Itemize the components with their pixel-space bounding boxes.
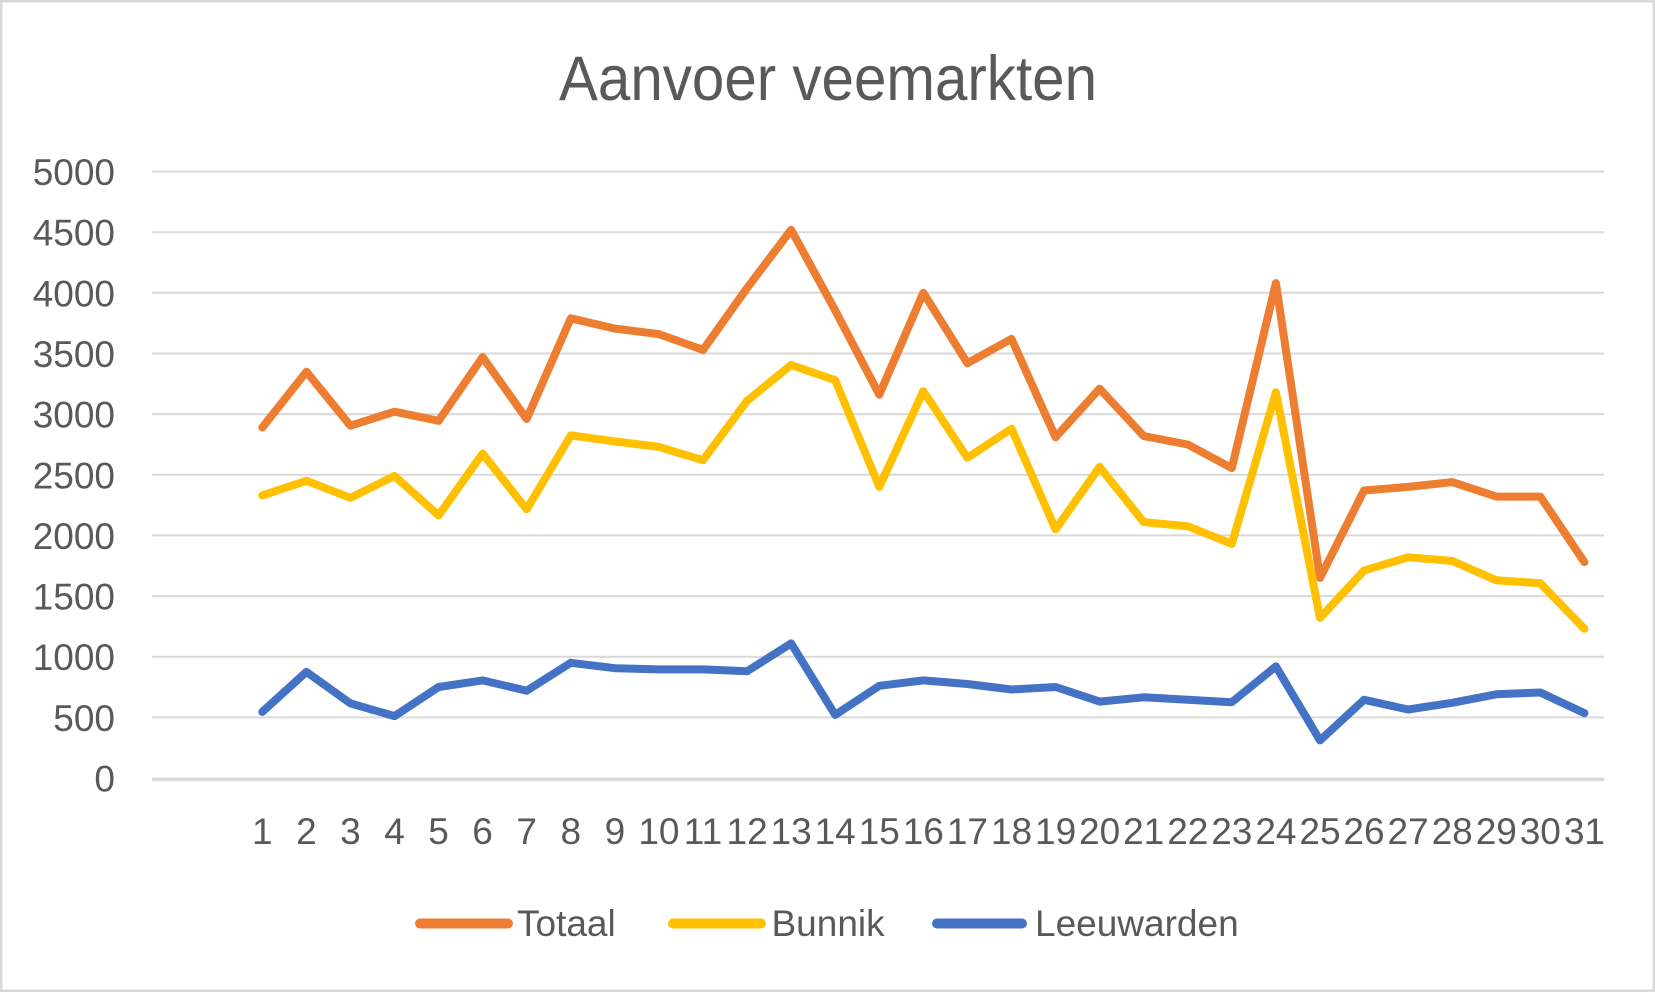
svg-text:8: 8 bbox=[561, 811, 582, 852]
svg-text:30: 30 bbox=[1520, 811, 1561, 852]
svg-text:4500: 4500 bbox=[33, 213, 115, 254]
svg-text:2: 2 bbox=[296, 811, 317, 852]
svg-text:20: 20 bbox=[1079, 811, 1120, 852]
svg-text:4000: 4000 bbox=[33, 273, 115, 314]
svg-text:16: 16 bbox=[903, 811, 944, 852]
svg-text:5000: 5000 bbox=[33, 152, 115, 193]
svg-text:31: 31 bbox=[1564, 811, 1605, 852]
svg-text:19: 19 bbox=[1035, 811, 1076, 852]
svg-text:1: 1 bbox=[252, 811, 273, 852]
svg-text:21: 21 bbox=[1123, 811, 1164, 852]
svg-text:14: 14 bbox=[815, 811, 856, 852]
svg-text:22: 22 bbox=[1167, 811, 1208, 852]
svg-text:11: 11 bbox=[684, 811, 722, 852]
svg-text:2500: 2500 bbox=[33, 455, 115, 496]
svg-text:500: 500 bbox=[53, 698, 115, 739]
svg-text:0: 0 bbox=[94, 759, 115, 800]
svg-text:23: 23 bbox=[1211, 811, 1252, 852]
svg-text:13: 13 bbox=[771, 811, 812, 852]
svg-text:2000: 2000 bbox=[33, 516, 115, 557]
svg-text:27: 27 bbox=[1388, 811, 1429, 852]
svg-text:1000: 1000 bbox=[33, 637, 115, 678]
svg-text:4: 4 bbox=[384, 811, 405, 852]
svg-text:26: 26 bbox=[1343, 811, 1384, 852]
svg-text:10: 10 bbox=[638, 811, 679, 852]
svg-text:Aanvoer veemarkten: Aanvoer veemarkten bbox=[559, 44, 1097, 114]
svg-text:28: 28 bbox=[1432, 811, 1473, 852]
svg-text:9: 9 bbox=[605, 811, 626, 852]
svg-text:Bunnik: Bunnik bbox=[772, 903, 886, 944]
svg-text:1500: 1500 bbox=[33, 577, 115, 618]
svg-text:3000: 3000 bbox=[33, 395, 115, 436]
svg-text:25: 25 bbox=[1299, 811, 1340, 852]
svg-text:3500: 3500 bbox=[33, 334, 115, 375]
svg-text:18: 18 bbox=[991, 811, 1032, 852]
svg-text:7: 7 bbox=[516, 811, 537, 852]
svg-text:Leeuwarden: Leeuwarden bbox=[1035, 903, 1239, 944]
svg-text:24: 24 bbox=[1255, 811, 1296, 852]
svg-text:6: 6 bbox=[472, 811, 493, 852]
svg-text:29: 29 bbox=[1476, 811, 1517, 852]
svg-text:17: 17 bbox=[947, 811, 988, 852]
svg-text:5: 5 bbox=[428, 811, 449, 852]
svg-text:15: 15 bbox=[859, 811, 900, 852]
svg-text:Totaal: Totaal bbox=[517, 903, 616, 944]
svg-text:12: 12 bbox=[727, 811, 768, 852]
svg-text:3: 3 bbox=[340, 811, 361, 852]
